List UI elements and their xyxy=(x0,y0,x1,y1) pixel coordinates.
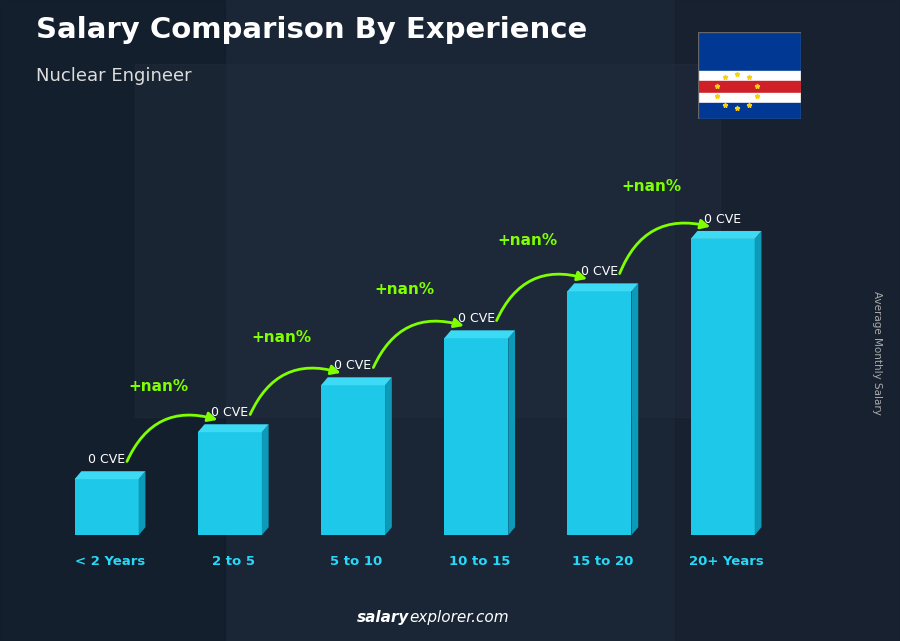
Text: +nan%: +nan% xyxy=(128,379,188,394)
Polygon shape xyxy=(75,471,146,479)
Text: 0 CVE: 0 CVE xyxy=(458,312,495,325)
Text: explorer.com: explorer.com xyxy=(410,610,509,625)
Polygon shape xyxy=(198,424,268,432)
Polygon shape xyxy=(690,231,761,239)
Text: Nuclear Engineer: Nuclear Engineer xyxy=(36,67,192,85)
Bar xyxy=(698,71,801,81)
Bar xyxy=(445,338,508,535)
Text: Average Monthly Salary: Average Monthly Salary xyxy=(872,290,883,415)
Bar xyxy=(0,0,225,641)
Text: +nan%: +nan% xyxy=(374,282,435,297)
Bar xyxy=(135,64,720,417)
Polygon shape xyxy=(262,424,268,535)
Text: < 2 Years: < 2 Years xyxy=(75,555,145,568)
Bar xyxy=(321,385,385,535)
Text: 0 CVE: 0 CVE xyxy=(580,265,618,278)
Text: 20+ Years: 20+ Years xyxy=(688,555,763,568)
Polygon shape xyxy=(385,378,392,535)
Text: Salary Comparison By Experience: Salary Comparison By Experience xyxy=(36,16,587,44)
Bar xyxy=(675,0,900,641)
Text: 2 to 5: 2 to 5 xyxy=(212,555,255,568)
Bar xyxy=(75,479,139,535)
Polygon shape xyxy=(755,231,761,535)
Text: +nan%: +nan% xyxy=(621,179,681,194)
Bar xyxy=(690,239,755,535)
Bar xyxy=(567,291,632,535)
Bar xyxy=(198,432,262,535)
Text: 15 to 20: 15 to 20 xyxy=(572,555,634,568)
Text: 0 CVE: 0 CVE xyxy=(704,213,742,226)
Text: 0 CVE: 0 CVE xyxy=(212,406,248,419)
Text: +nan%: +nan% xyxy=(498,233,558,248)
Polygon shape xyxy=(567,283,638,291)
Text: 5 to 10: 5 to 10 xyxy=(330,555,382,568)
Text: +nan%: +nan% xyxy=(251,331,311,345)
Bar xyxy=(698,32,801,71)
Bar xyxy=(698,81,801,92)
Text: salary: salary xyxy=(357,610,410,625)
Bar xyxy=(698,93,801,103)
Polygon shape xyxy=(321,378,392,385)
Polygon shape xyxy=(139,471,146,535)
Bar xyxy=(698,103,801,119)
Text: 0 CVE: 0 CVE xyxy=(88,453,125,466)
Polygon shape xyxy=(445,330,515,338)
Text: 10 to 15: 10 to 15 xyxy=(449,555,510,568)
Polygon shape xyxy=(632,283,638,535)
Text: 0 CVE: 0 CVE xyxy=(335,359,372,372)
Polygon shape xyxy=(508,330,515,535)
